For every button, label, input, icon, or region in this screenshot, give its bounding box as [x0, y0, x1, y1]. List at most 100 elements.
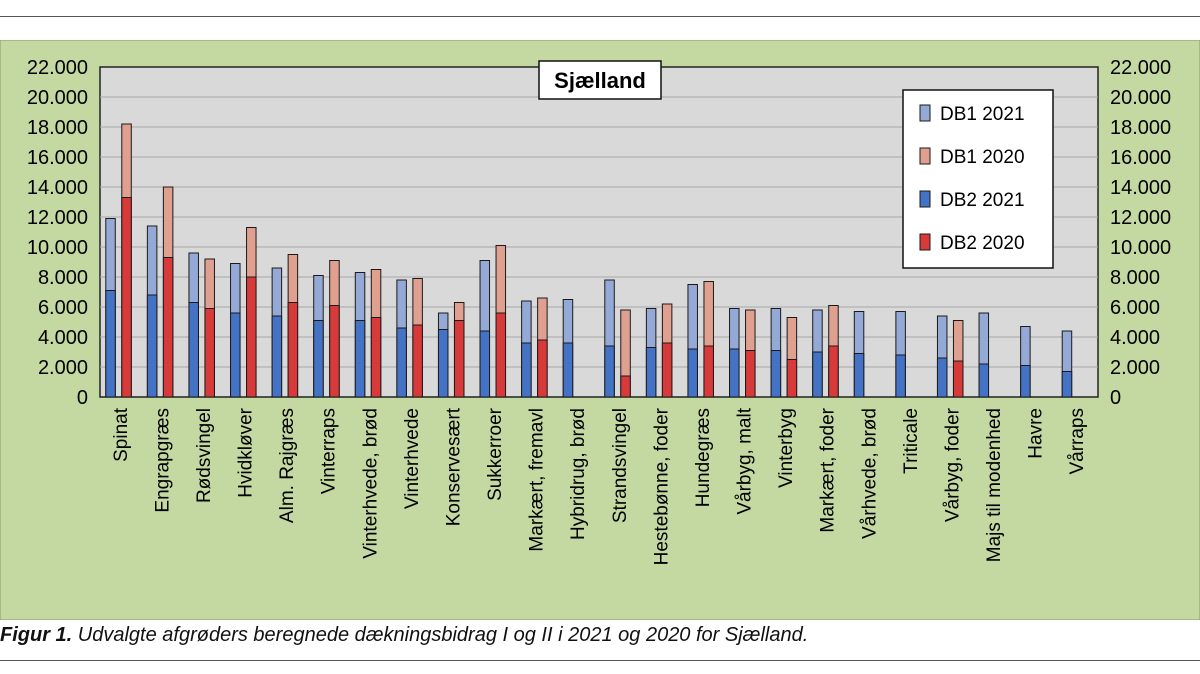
x-tick-label: Hvidkløver	[236, 407, 257, 497]
x-tick-label: Spinat	[111, 407, 132, 462]
legend-entry: DB2 2020	[940, 233, 1025, 254]
bar	[480, 331, 490, 397]
y-tick-label-right: 18.000	[1110, 117, 1171, 139]
bar	[787, 360, 797, 398]
y-tick-label-left: 22.000	[27, 57, 88, 79]
y-tick-label-left: 18.000	[27, 117, 88, 139]
bar	[1021, 366, 1031, 398]
x-tick-label: Vårbyg, foder	[942, 407, 963, 522]
y-tick-label-left: 2.000	[38, 357, 88, 379]
legend: DB1 2021 DB1 2020 DB2 2021 DB2 2020	[903, 90, 1053, 268]
x-tick-label: Vårhvede, brød	[859, 408, 880, 539]
y-tick-label-right: 4.000	[1110, 327, 1160, 349]
chart-title-box: Sjælland	[539, 61, 661, 99]
x-tick-label: Triticale	[901, 408, 922, 474]
bar	[397, 328, 407, 397]
x-tick-label: Hundegræs	[693, 408, 714, 507]
legend-entry: DB1 2020	[940, 147, 1025, 168]
bar	[730, 349, 740, 397]
caption-text: Udvalgte afgrøders beregnede dækningsbid…	[78, 624, 808, 646]
x-tick-label: Alm. Rajgræs	[277, 408, 298, 523]
y-tick-label-right: 22.000	[1110, 57, 1171, 79]
bar	[122, 198, 131, 398]
x-tick-label: Vinterhvede, brød	[360, 408, 381, 559]
x-tick-label: Vinterhvede	[402, 408, 423, 509]
caption-label: Figur 1.	[0, 624, 72, 646]
bar	[247, 277, 257, 397]
y-tick-label-left: 12.000	[27, 207, 88, 229]
y-tick-label-left: 8.000	[38, 267, 88, 289]
bar	[314, 321, 324, 398]
y-tick-label-left: 14.000	[27, 177, 88, 199]
y-tick-label-left: 0	[77, 387, 88, 409]
bar	[288, 303, 298, 398]
bar	[106, 291, 116, 398]
bar	[496, 313, 506, 397]
x-tick-label: Havre	[1026, 408, 1047, 459]
bar	[163, 258, 173, 398]
y-tick-label-left: 16.000	[27, 147, 88, 169]
y-tick-label-right: 12.000	[1110, 207, 1171, 229]
bar	[829, 346, 839, 397]
y-tick-label-left: 10.000	[27, 237, 88, 259]
bar	[563, 343, 573, 397]
bar	[704, 346, 714, 397]
y-tick-label-left: 6.000	[38, 297, 88, 319]
x-tick-label: Hybridrug, brød	[568, 408, 589, 540]
x-tick-label: Vinterbyg	[776, 408, 797, 488]
legend-swatch	[920, 148, 930, 164]
bar	[538, 340, 548, 397]
bar	[621, 376, 631, 397]
x-tick-label: Sukkerroer	[485, 407, 506, 501]
bar	[979, 364, 989, 397]
bar	[330, 306, 340, 398]
y-tick-label-left: 20.000	[27, 87, 88, 109]
x-tick-label: Hestebønne, foder	[651, 407, 672, 565]
bar	[896, 355, 906, 397]
x-tick-label: Strandsvingel	[610, 408, 631, 523]
y-tick-label-right: 20.000	[1110, 87, 1171, 109]
bottom-rule	[0, 660, 1200, 661]
bar-chart: 0 2.000 4.000 6.000 8.000 10.000 12.000 14.000 1…	[0, 40, 1200, 620]
bar	[937, 358, 947, 397]
y-tick-label-right: 6.000	[1110, 297, 1160, 319]
bar	[189, 303, 199, 398]
bar	[147, 295, 157, 397]
x-tick-label: Vinterraps	[319, 408, 340, 494]
y-tick-label-right: 14.000	[1110, 177, 1171, 199]
y-tick-label-right: 0	[1110, 387, 1121, 409]
bar	[413, 325, 423, 397]
legend-swatch	[920, 234, 930, 250]
bar	[813, 352, 823, 397]
bar	[746, 351, 756, 398]
legend-swatch	[920, 191, 930, 207]
x-tick-label: Markært, foder	[818, 407, 839, 532]
bar	[522, 343, 532, 397]
x-tick-label: Rødsvingel	[194, 408, 215, 503]
bar	[854, 354, 864, 398]
y-tick-label-right: 16.000	[1110, 147, 1171, 169]
figure-caption: Figur 1. Udvalgte afgrøders beregnede dæ…	[0, 624, 1200, 647]
y-tick-label-left: 4.000	[38, 327, 88, 349]
legend-entry: DB1 2021	[940, 104, 1025, 125]
bar	[605, 346, 615, 397]
y-tick-label-right: 2.000	[1110, 357, 1160, 379]
x-tick-label: Markært, fremavl	[527, 408, 548, 552]
bar	[953, 361, 963, 397]
legend-swatch	[920, 105, 930, 121]
bar	[355, 321, 365, 398]
x-tick-label: Engrapgræs	[152, 408, 173, 513]
bar	[272, 316, 282, 397]
bar	[662, 343, 672, 397]
bar	[231, 313, 241, 397]
x-tick-label: Vårbyg, malt	[735, 407, 756, 514]
x-tick-label: Vårraps	[1067, 408, 1088, 475]
legend-entry: DB2 2021	[940, 190, 1025, 211]
bar	[1062, 372, 1072, 398]
y-tick-label-right: 10.000	[1110, 237, 1171, 259]
bar	[646, 348, 656, 398]
bar	[371, 318, 381, 398]
bar	[454, 321, 464, 398]
chart-title: Sjælland	[554, 68, 646, 93]
bar	[205, 309, 215, 398]
